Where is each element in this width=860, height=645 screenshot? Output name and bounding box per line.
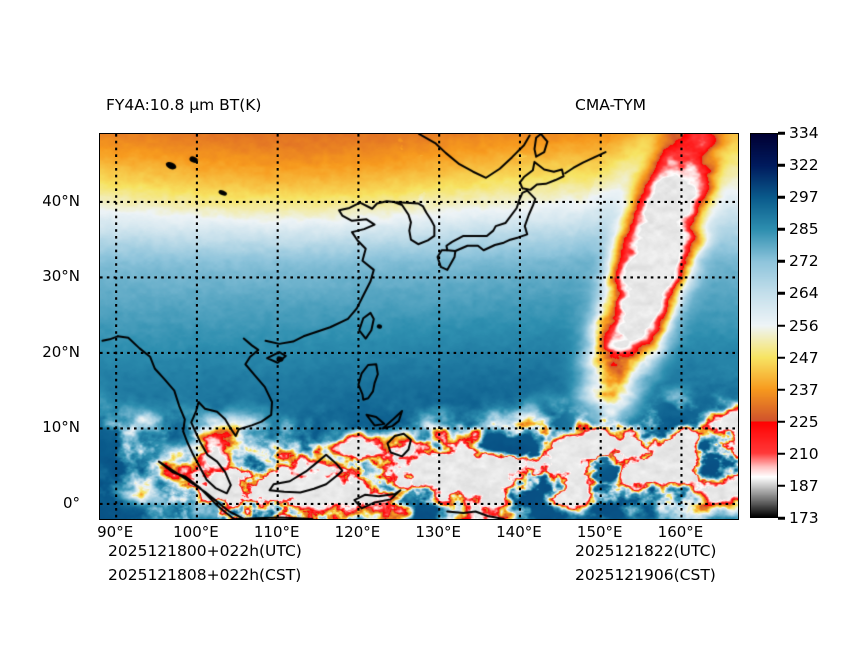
forecast-time-cst: 2025121808+022h(CST) <box>108 566 302 584</box>
colorbar-tickmark <box>778 356 785 359</box>
colorbar-tick-label: 187 <box>789 476 819 495</box>
colorbar-tickmark <box>778 292 785 295</box>
colorbar-tick-label: 285 <box>789 220 819 239</box>
x-axis-tick-label: 100°E <box>173 523 219 541</box>
colorbar-tick-label: 256 <box>789 316 819 335</box>
colorbar-tick-label: 297 <box>789 188 819 207</box>
forecast-time-block: 2025121800+022h(UTC) 2025121808+022h(CST… <box>108 539 302 587</box>
colorbar-tick-label: 173 <box>789 509 819 527</box>
colorbar-tickmark <box>778 195 785 199</box>
x-axis-tick-label: 130°E <box>415 523 461 541</box>
brightness-temperature-image <box>100 134 738 519</box>
colorbar-tickmark <box>778 388 785 391</box>
page-title: FY4A:10.8 μm BT(K) <box>106 96 262 114</box>
colorbar-tick-label: 334 <box>789 124 819 142</box>
y-axis-tick-label: 40°N <box>42 191 80 210</box>
forecast-time-utc: 2025121800+022h(UTC) <box>108 542 302 560</box>
colorbar-tickmark <box>778 324 785 327</box>
colorbar-tickmark <box>778 228 785 231</box>
y-axis-tick-label: 10°N <box>42 418 80 437</box>
colorbar-tickmark <box>778 420 785 423</box>
valid-time-cst: 2025121906(CST) <box>575 566 716 584</box>
x-axis-tick-label: 110°E <box>253 523 300 541</box>
colorbar-tickmark <box>778 484 785 488</box>
y-axis-tick-label: 30°N <box>42 267 80 286</box>
colorbar-tickmark <box>778 452 785 456</box>
x-axis-tick-label: 140°E <box>496 523 542 541</box>
x-axis-tick-label: 90°E <box>97 523 134 541</box>
colorbar-tick-label: 210 <box>789 444 819 463</box>
colorbar-gradient <box>750 133 778 518</box>
satellite-map-panel[interactable] <box>99 133 739 520</box>
agency-label: CMA-TYM <box>575 96 646 114</box>
colorbar-tick-label: 322 <box>789 156 819 175</box>
colorbar-tick-labels: 334 322 297 285 272 264 256 247 237 225 210 187 173 <box>778 124 858 527</box>
y-axis: 0° 10°N 20°N 30°N 40°N <box>0 133 92 518</box>
colorbar-tick-label: 225 <box>789 412 819 431</box>
x-axis-tick-label: 120°E <box>334 523 381 541</box>
y-axis-tick-label: 0° <box>62 493 80 512</box>
colorbar-tickmark <box>778 163 785 167</box>
y-axis-tick-label: 20°N <box>42 342 80 361</box>
x-axis: 90°E 100°E 110°E 120°E 130°E 140°E 150°E 160°E <box>97 523 737 545</box>
x-axis-tick-label: 150°E <box>576 523 623 541</box>
colorbar-tickmark <box>778 131 785 135</box>
x-axis-tick-label: 160°E <box>657 523 704 541</box>
colorbar-tick-label: 272 <box>789 252 819 271</box>
valid-time-utc: 2025121822(UTC) <box>575 542 717 560</box>
valid-time-block: 2025121822(UTC) 2025121906(CST) <box>575 539 716 587</box>
colorbar-tick-label: 247 <box>789 348 819 367</box>
colorbar-tick-label: 237 <box>789 380 819 399</box>
colorbar-tickmark <box>778 260 785 263</box>
colorbar[interactable] <box>750 133 778 518</box>
colorbar-tick-label: 264 <box>789 284 819 303</box>
colorbar-tickmark <box>778 516 785 520</box>
